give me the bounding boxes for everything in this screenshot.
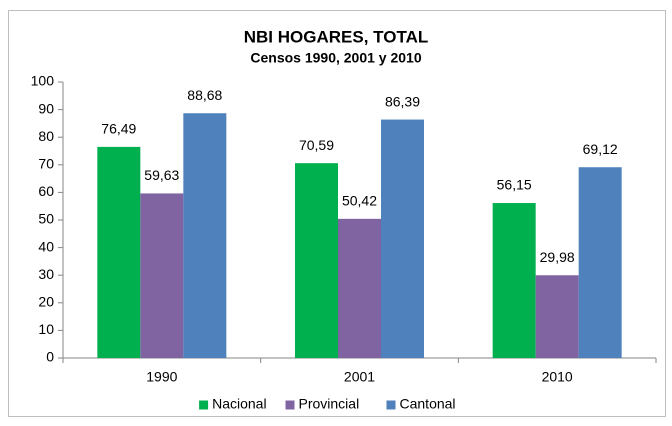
legend-label: Nacional: [212, 396, 266, 412]
legend-label: Cantonal: [400, 396, 456, 412]
y-tick-label: 40: [38, 238, 54, 254]
y-tick-label: 80: [38, 128, 54, 144]
data-label: 88,68: [187, 87, 222, 103]
chart-subtitle: Censos 1990, 2001 y 2010: [250, 50, 421, 66]
x-tick-label: 1990: [146, 369, 177, 385]
bar: [97, 146, 141, 358]
y-tick-label: 100: [31, 73, 55, 89]
bar: [338, 218, 381, 358]
y-tick-label: 60: [38, 183, 54, 199]
data-label: 59,63: [144, 167, 179, 183]
y-tick-label: 0: [46, 349, 54, 365]
legend-swatch: [285, 400, 295, 410]
bar: [140, 193, 184, 358]
bar: [381, 119, 424, 358]
x-tick-label: 2001: [344, 369, 375, 385]
y-tick-label: 10: [38, 321, 54, 337]
y-tick-label: 20: [38, 294, 54, 310]
y-tick-label: 70: [38, 156, 54, 172]
chart-title: NBI HOGARES, TOTAL: [244, 27, 429, 46]
y-tick-label: 90: [38, 100, 54, 116]
bar: [183, 113, 227, 359]
data-label: 50,42: [342, 193, 377, 209]
bar: [295, 163, 338, 358]
data-label: 86,39: [385, 93, 420, 109]
data-label: 56,15: [497, 177, 532, 193]
bar: [535, 275, 579, 358]
bar: [578, 167, 622, 358]
data-label: 69,12: [583, 141, 618, 157]
legend-label: Provincial: [299, 396, 360, 412]
data-label: 70,59: [299, 137, 334, 153]
legend-swatch: [199, 400, 209, 410]
x-tick-label: 2010: [542, 369, 573, 385]
y-tick-label: 30: [38, 266, 54, 282]
legend-swatch: [386, 400, 396, 410]
y-tick-label: 50: [38, 211, 54, 227]
data-label: 29,98: [540, 249, 575, 265]
data-label: 76,49: [101, 121, 136, 137]
bar: [492, 203, 536, 358]
